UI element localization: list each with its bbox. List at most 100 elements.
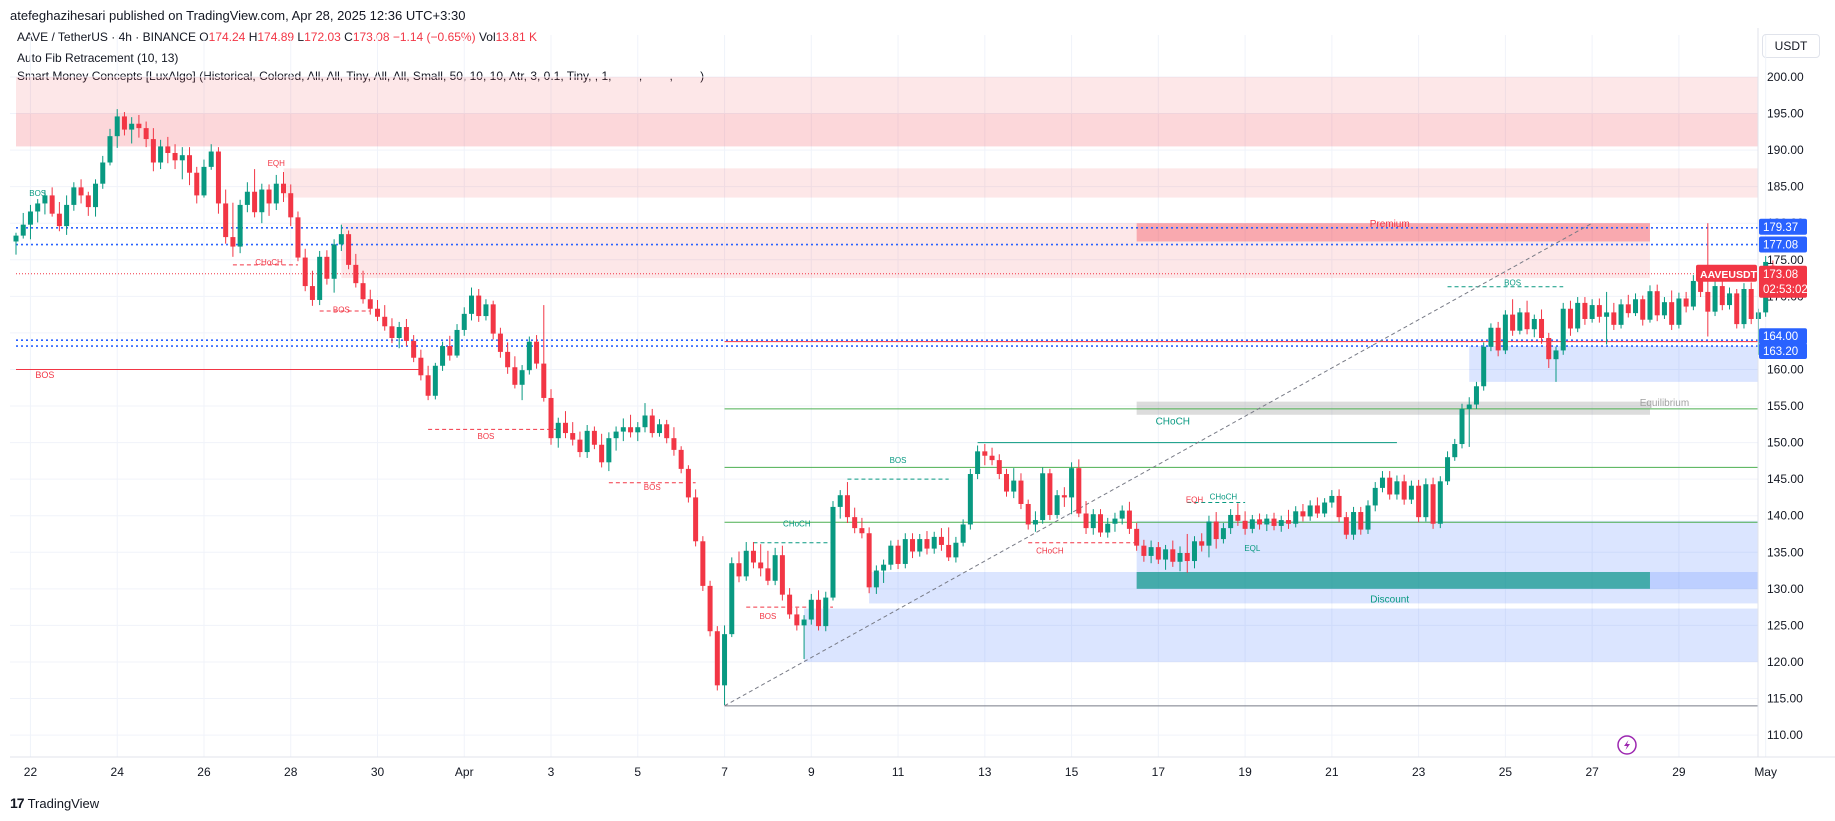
candle [468, 287, 474, 321]
candle-body [1596, 305, 1602, 317]
candle-body [873, 570, 879, 588]
candle-body [722, 634, 728, 686]
candle [1401, 474, 1407, 505]
candle [490, 300, 496, 340]
candle-body [779, 555, 785, 595]
candle [1322, 498, 1328, 518]
candle-body [729, 563, 735, 635]
candle [1061, 487, 1067, 507]
candle [71, 182, 77, 211]
candle [1408, 480, 1414, 504]
time-tick-label: 27 [1585, 765, 1599, 779]
candle [743, 542, 749, 581]
candle-body [1517, 312, 1523, 331]
candle [772, 547, 778, 586]
candle-body [1191, 541, 1197, 562]
candle-body [1098, 514, 1103, 533]
indicator-smc[interactable]: Smart Money Concepts [LuxAlgo] (Historic… [17, 69, 705, 83]
time-tick-label: 28 [284, 765, 298, 779]
candle [519, 365, 525, 401]
time-tick-label: 26 [197, 765, 211, 779]
candles [13, 109, 1776, 706]
candle [1228, 509, 1234, 534]
candle-body [656, 424, 662, 434]
candle-body [534, 341, 540, 364]
candle-body [230, 237, 236, 247]
currency-selector[interactable]: USDT [1762, 34, 1820, 58]
candle [266, 184, 272, 216]
candle [1676, 292, 1682, 329]
candle [309, 270, 315, 306]
candle-body [953, 542, 959, 558]
price-tag-text: 177.08 [1763, 240, 1798, 252]
candle-body [78, 187, 84, 196]
candle [237, 199, 243, 254]
smc-label: CHoCH [255, 258, 283, 267]
candle-body [1712, 286, 1718, 312]
candle-body [1394, 481, 1400, 495]
candle [599, 433, 605, 468]
price-tag [1759, 328, 1807, 345]
candle [107, 128, 113, 166]
candle-body [1300, 511, 1306, 517]
candle-body [1213, 521, 1219, 540]
candle-body [693, 497, 699, 542]
candle [179, 147, 185, 180]
candle-body [302, 257, 308, 287]
candle-body [1589, 305, 1595, 319]
candle-body [71, 187, 77, 205]
smc-label: EQH [268, 159, 286, 168]
candle-body [35, 203, 41, 212]
candle-body [1633, 299, 1639, 314]
candle-body [555, 422, 561, 439]
candle-body [1705, 291, 1711, 312]
symbol-legend: AAVE / TetherUS · 4h · BINANCE O174.24 H… [17, 30, 537, 44]
candle [1141, 539, 1147, 562]
candle [606, 432, 612, 472]
candle [1372, 482, 1378, 512]
candle [42, 190, 48, 215]
price-tick-label: 160.00 [1767, 362, 1804, 376]
candle [873, 565, 879, 594]
candle [801, 615, 807, 660]
candle [1727, 287, 1733, 310]
candle-body [461, 313, 467, 330]
candle-body [1618, 304, 1624, 325]
candle [1004, 468, 1010, 497]
candle [201, 159, 207, 198]
candle [64, 195, 70, 235]
candle-body [273, 183, 279, 204]
candle [20, 212, 26, 239]
candle [534, 335, 540, 369]
candle-body [606, 438, 612, 463]
candle-body [642, 415, 648, 428]
candle [56, 201, 62, 232]
footer[interactable]: 17 TradingView [10, 795, 99, 811]
candle-body [960, 524, 966, 543]
candle-body [1271, 518, 1277, 526]
fib-trendline [724, 222, 1593, 707]
candle [881, 559, 887, 583]
candle [1640, 295, 1646, 326]
price-chart[interactable]: Premium Equilibrium Discount BOS EQH CHoCH BOS… [0, 0, 1835, 790]
candle [1278, 515, 1284, 532]
fib-line [724, 222, 1593, 707]
candle-body [476, 295, 482, 317]
candle-body [1719, 286, 1725, 306]
candle-body [1654, 291, 1660, 316]
candle-body [281, 183, 287, 194]
indicator-fib[interactable]: Auto Fib Retracement (10, 13) [17, 51, 179, 65]
candle [1264, 514, 1270, 532]
candle [1293, 506, 1299, 528]
candle [989, 447, 995, 466]
candle [823, 591, 829, 632]
price-axis: 110.00 115.00 120.00 125.00 130.00 135.00 140.… [10, 28, 1835, 758]
candle-body [309, 286, 315, 300]
candle [1191, 536, 1197, 569]
candle-body [743, 550, 749, 577]
candle [714, 626, 720, 691]
candle [497, 327, 503, 358]
candle [93, 179, 99, 217]
candle-body [1640, 299, 1646, 320]
candle-body [1336, 495, 1342, 518]
